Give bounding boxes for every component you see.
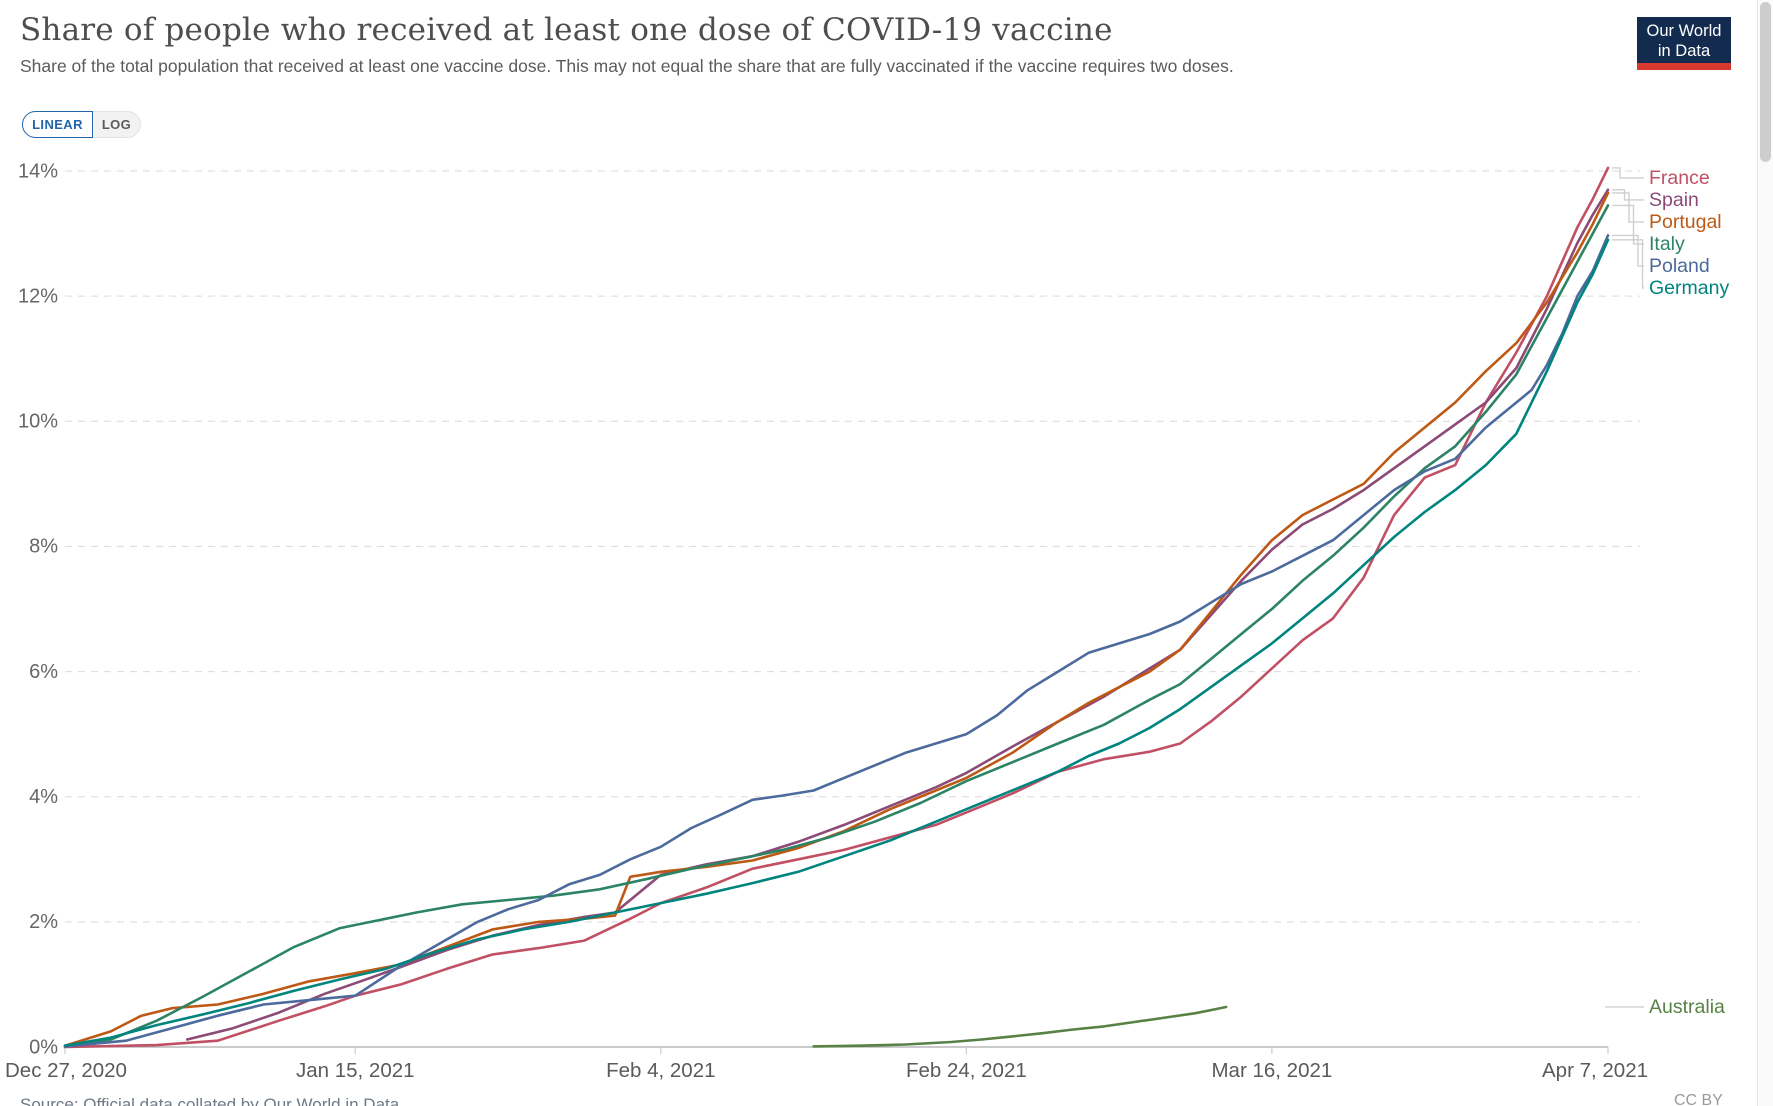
scrollbar-thumb[interactable]	[1760, 2, 1771, 162]
linear-scale-button[interactable]: LINEAR	[22, 111, 93, 138]
y-tick-label-12pct: 12%	[18, 285, 58, 307]
legend-label-italy[interactable]: Italy	[1649, 233, 1685, 255]
legend-connector-france	[1612, 167, 1644, 179]
owid-logo-red-bar	[1637, 63, 1731, 70]
series-line-france[interactable]	[63, 166, 1610, 1049]
owid-logo-line1: Our World	[1646, 22, 1722, 40]
legend-label-portugal[interactable]: Portugal	[1649, 211, 1722, 233]
y-tick-label-14pct: 14%	[18, 160, 58, 182]
y-tick-label-0pct: 0%	[29, 1036, 58, 1058]
series-line-germany[interactable]	[63, 238, 1610, 1047]
owid-logo-text: Our World in Data	[1637, 17, 1731, 63]
legend-label-australia[interactable]: Australia	[1649, 996, 1725, 1018]
y-tick-label-8pct: 8%	[29, 536, 58, 558]
x-tick-label-feb-24-2021: Feb 24, 2021	[906, 1059, 1027, 1082]
legend-connector-italy	[1612, 204, 1644, 245]
log-scale-button[interactable]: LOG	[93, 111, 141, 138]
x-tick-label-dec-27-2020: Dec 27, 2020	[5, 1059, 127, 1082]
scale-toggle: LINEAR LOG	[22, 111, 141, 138]
y-tick-label-6pct: 6%	[29, 661, 58, 683]
series-line-australia[interactable]	[812, 1005, 1228, 1048]
legend-connector-portugal	[1612, 192, 1644, 223]
page-subtitle: Share of the total population that recei…	[20, 56, 1234, 76]
series-line-poland[interactable]	[63, 234, 1610, 1048]
legend-label-france[interactable]: France	[1649, 167, 1710, 189]
owid-logo-line2: in Data	[1657, 41, 1711, 60]
legend-label-spain[interactable]: Spain	[1649, 189, 1699, 211]
vertical-scrollbar	[1757, 0, 1773, 1106]
y-tick-label-4pct: 4%	[29, 786, 58, 808]
x-tick-label-feb-4-2021: Feb 4, 2021	[606, 1059, 715, 1082]
series-line-portugal[interactable]	[63, 191, 1610, 1047]
legend-connector-spain	[1612, 189, 1644, 201]
owid-logo[interactable]: Our World in Data	[1637, 17, 1731, 70]
page-title: Share of people who received at least on…	[20, 12, 1113, 48]
x-tick-label-apr-7-2021: Apr 7, 2021	[1542, 1059, 1648, 1082]
x-tick-label-mar-16-2021: Mar 16, 2021	[1211, 1059, 1332, 1082]
y-tick-label-10pct: 10%	[18, 411, 58, 433]
source-note: Source: Official data collated by Our Wo…	[20, 1095, 400, 1106]
y-tick-label-2pct: 2%	[29, 911, 58, 933]
license-badge[interactable]: CC BY	[1674, 1092, 1723, 1106]
x-tick-label-jan-15-2021: Jan 15, 2021	[296, 1059, 415, 1082]
series-line-spain[interactable]	[185, 188, 1610, 1041]
legend-label-poland[interactable]: Poland	[1649, 255, 1710, 277]
legend-connector-poland	[1612, 234, 1644, 267]
legend-connector-germany	[1612, 239, 1644, 289]
legend-label-germany[interactable]: Germany	[1649, 277, 1729, 299]
series-line-italy[interactable]	[63, 204, 1610, 1047]
